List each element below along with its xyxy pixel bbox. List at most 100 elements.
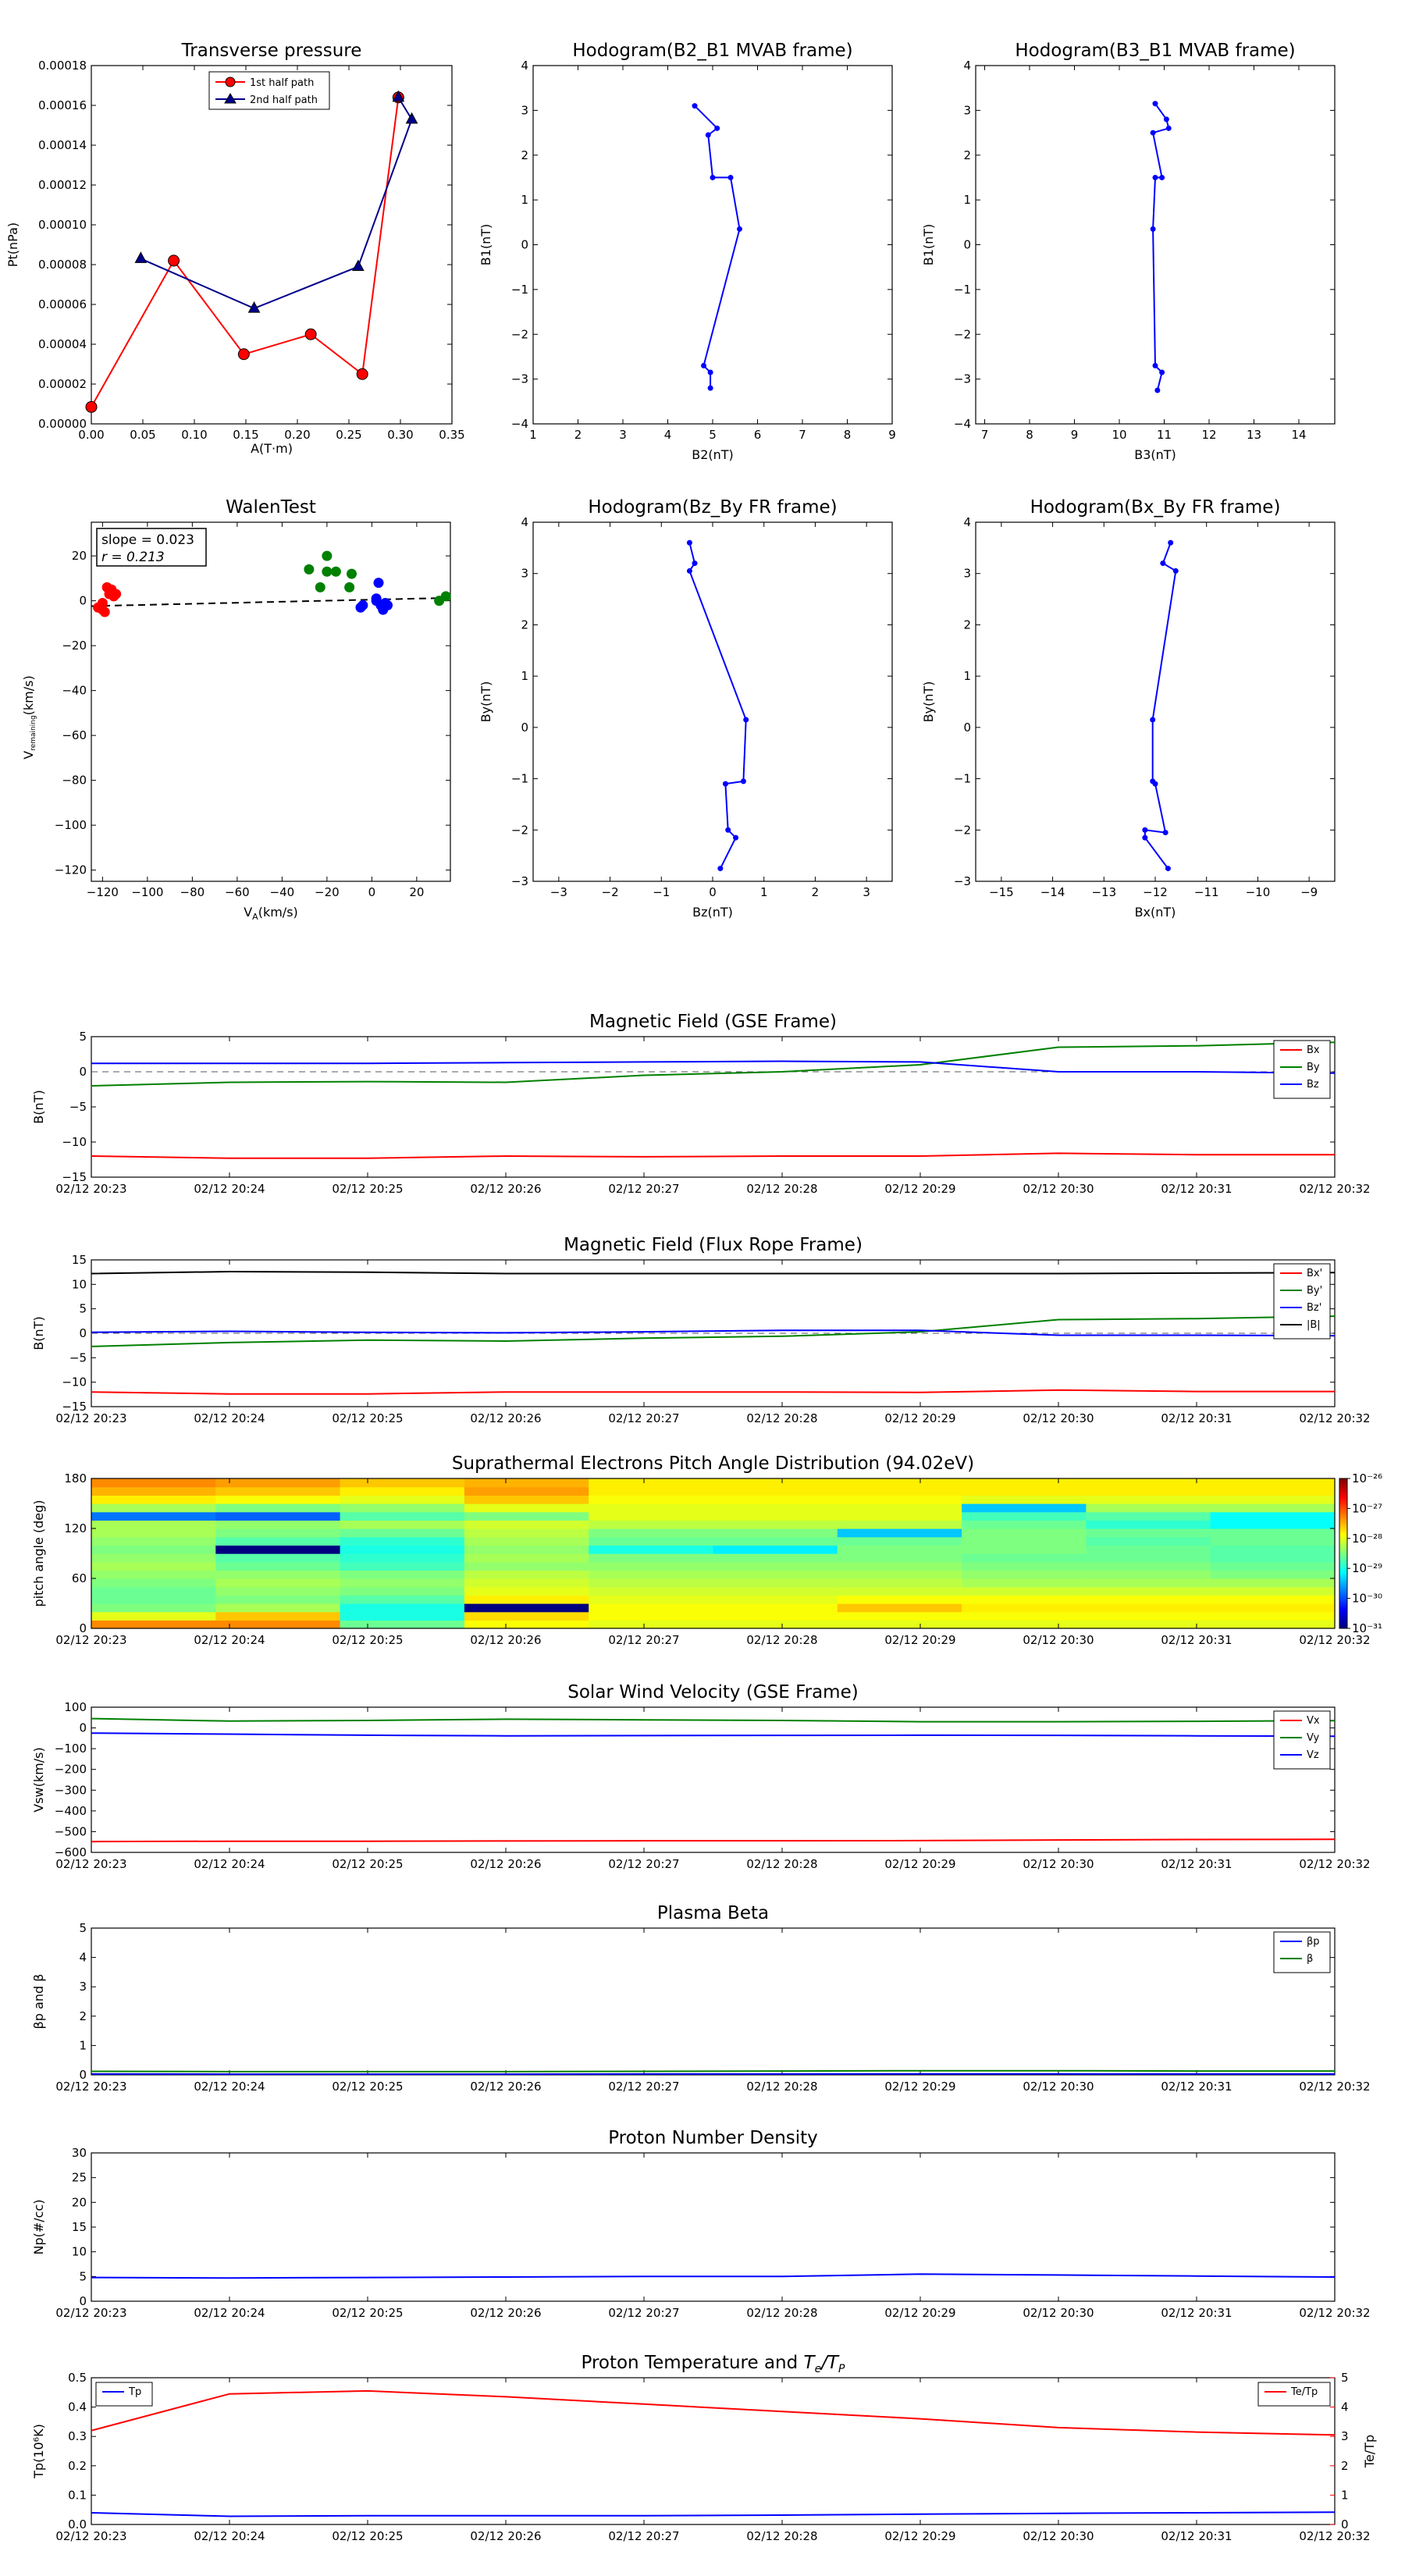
- data-point: [1152, 174, 1158, 180]
- transverse-pressure-ytick-label: 0.00008: [38, 258, 87, 272]
- heatmap-cell: [91, 1553, 216, 1563]
- heatmap-cell: [1086, 1536, 1211, 1546]
- unit: (km/s): [21, 675, 36, 715]
- magnetic-field-gse-xtick-label: 02/12 20:23: [55, 1182, 126, 1196]
- heatmap-cell: [713, 1578, 838, 1588]
- legend-label: 2nd half path: [250, 94, 318, 106]
- pitch-angle-distribution-xtick-label: 02/12 20:23: [55, 1633, 126, 1647]
- pitch-angle-distribution-xtick-label: 02/12 20:30: [1023, 1633, 1094, 1647]
- heatmap-cell: [837, 1578, 962, 1588]
- data-point: [1152, 781, 1158, 787]
- hodogram-bx-by-xtick-label: −13: [1091, 885, 1116, 899]
- hodogram-bx-by-ytick-label: −1: [954, 772, 971, 786]
- heatmap-cell: [1210, 1611, 1336, 1621]
- pitch-angle-distribution-xtick-label: 02/12 20:28: [746, 1633, 817, 1647]
- magnetic-field-fr-xtick-label: 02/12 20:26: [470, 1411, 541, 1425]
- transverse-pressure-frame: [91, 65, 453, 425]
- transverse-pressure-xtick-label: 0.35: [439, 428, 464, 442]
- heatmap-cell: [1210, 1503, 1336, 1513]
- plasma-beta-xtick-label: 02/12 20:25: [332, 2080, 403, 2094]
- legend-label: Bx: [1307, 1044, 1320, 1056]
- heatmap-cell: [589, 1478, 714, 1488]
- heatmap-cell: [1086, 1520, 1211, 1529]
- proton-temperature-left-legend: Tp: [95, 2382, 153, 2407]
- solar-wind-velocity-series-1: [91, 1717, 1336, 1723]
- heatmap-cell: [713, 1586, 838, 1596]
- hodogram-bz-by-ytick-label: −1: [511, 772, 528, 786]
- hodogram-b2-b1-ytick-label: 4: [521, 59, 528, 73]
- hodogram-b2-b1-xtick-label: 6: [754, 428, 762, 442]
- magnetic-field-fr-xtick-label: 02/12 20:27: [608, 1411, 679, 1425]
- data-point: [1150, 226, 1156, 232]
- heatmap-cell: [215, 1570, 341, 1579]
- plasma-beta-ytick-label: 5: [79, 1921, 87, 1935]
- heatmap-cell: [215, 1503, 341, 1513]
- pitch-angle-distribution-axes: 0 60 120 180: [64, 1471, 1336, 1635]
- hodogram-b2-b1-ytick-label: −3: [511, 372, 528, 386]
- magnetic-field-fr-ytick-label: 10: [72, 1277, 87, 1291]
- transverse-pressure-ytick-label: 0.00004: [38, 337, 87, 351]
- heatmap-cell: [91, 1570, 216, 1579]
- heatmap-cell: [215, 1611, 341, 1621]
- magnetic-field-gse-series-0: [91, 1152, 1335, 1159]
- heatmap-cell: [215, 1478, 341, 1488]
- heatmap-cell: [962, 1620, 1087, 1629]
- data-point: [111, 589, 122, 600]
- magnetic-field-fr-xtick-label: 02/12 20:28: [746, 1411, 817, 1425]
- solar-wind-velocity-xtick-label: 02/12 20:26: [470, 1857, 541, 1871]
- solar-wind-velocity-ytick-label: −600: [55, 1845, 87, 1859]
- pitch-angle-distribution-xtick-label: 02/12 20:26: [470, 1633, 541, 1647]
- data-point: [440, 591, 451, 602]
- heatmap-cell: [713, 1478, 838, 1488]
- data-point: [714, 125, 720, 131]
- heatmap-cell: [962, 1520, 1087, 1529]
- data-point: [1142, 827, 1148, 833]
- magnetic-field-fr-xtick-label: 02/12 20:32: [1299, 1411, 1370, 1425]
- walen-test-ytick-label: −100: [55, 818, 87, 832]
- proton-density-frame: [91, 2152, 1336, 2302]
- heatmap-cell: [837, 1478, 962, 1488]
- data-point: [344, 582, 355, 592]
- solar-wind-velocity-ytick-label: −200: [55, 1763, 87, 1777]
- solar-wind-velocity-ytick-label: −400: [55, 1804, 87, 1818]
- magnetic-field-fr-series-2: [91, 1329, 1336, 1337]
- heatmap-cell: [589, 1586, 714, 1596]
- heatmap-cell: [1086, 1611, 1211, 1621]
- heatmap-cell: [1086, 1486, 1211, 1496]
- hodogram-bx-by-ytick-label: 0: [963, 720, 971, 735]
- data-point: [692, 560, 698, 567]
- data-point: [1168, 539, 1174, 546]
- data-point: [725, 827, 731, 833]
- heatmap-cell: [962, 1570, 1087, 1579]
- solar-wind-velocity-frame: [91, 1706, 1336, 1853]
- heatmap-cell: [1086, 1503, 1211, 1513]
- proton-density-ylabel: Np(#/cc): [31, 2200, 46, 2255]
- hodogram-b3-b1-ytick-label: 1: [963, 193, 971, 207]
- heatmap-cell: [340, 1536, 465, 1546]
- solar-wind-velocity-series-2: [91, 1732, 1336, 1738]
- heatmap-cell: [91, 1586, 216, 1596]
- magnetic-field-gse-ytick-label: −15: [62, 1170, 87, 1184]
- pitch-angle-distribution-xtick-label: 02/12 20:24: [194, 1633, 265, 1647]
- heatmap-cell: [962, 1478, 1087, 1488]
- hodogram-bx-by-xtick-label: −9: [1300, 885, 1318, 899]
- hodogram-bx-by-xtick-label: −10: [1246, 885, 1271, 899]
- hodogram-b3-b1-xtick-label: 8: [1026, 428, 1033, 442]
- heatmap-cell: [1086, 1545, 1211, 1554]
- transverse-pressure-xtick-label: 0.10: [181, 428, 207, 442]
- data-point: [692, 103, 698, 109]
- hodogram-bz-by-line: [688, 543, 747, 870]
- hodogram-bx-by-xtick-label: −11: [1194, 885, 1219, 899]
- data-point: [352, 259, 365, 272]
- heatmap-cell: [91, 1528, 216, 1538]
- annotation-line: r = 0.213: [101, 550, 165, 565]
- heatmap-cell: [589, 1578, 714, 1588]
- hodogram-b2-b1-xtick-label: 2: [574, 428, 582, 442]
- heatmap-cell: [962, 1495, 1087, 1504]
- colorbar-label: 10⁻³⁰: [1352, 1592, 1382, 1606]
- heatmap-cell: [340, 1603, 465, 1613]
- heatmap-cell: [589, 1495, 714, 1504]
- hodogram-bz-by-xtick-label: 0: [709, 885, 717, 899]
- heatmap-cell: [962, 1536, 1087, 1546]
- data-point: [356, 368, 368, 380]
